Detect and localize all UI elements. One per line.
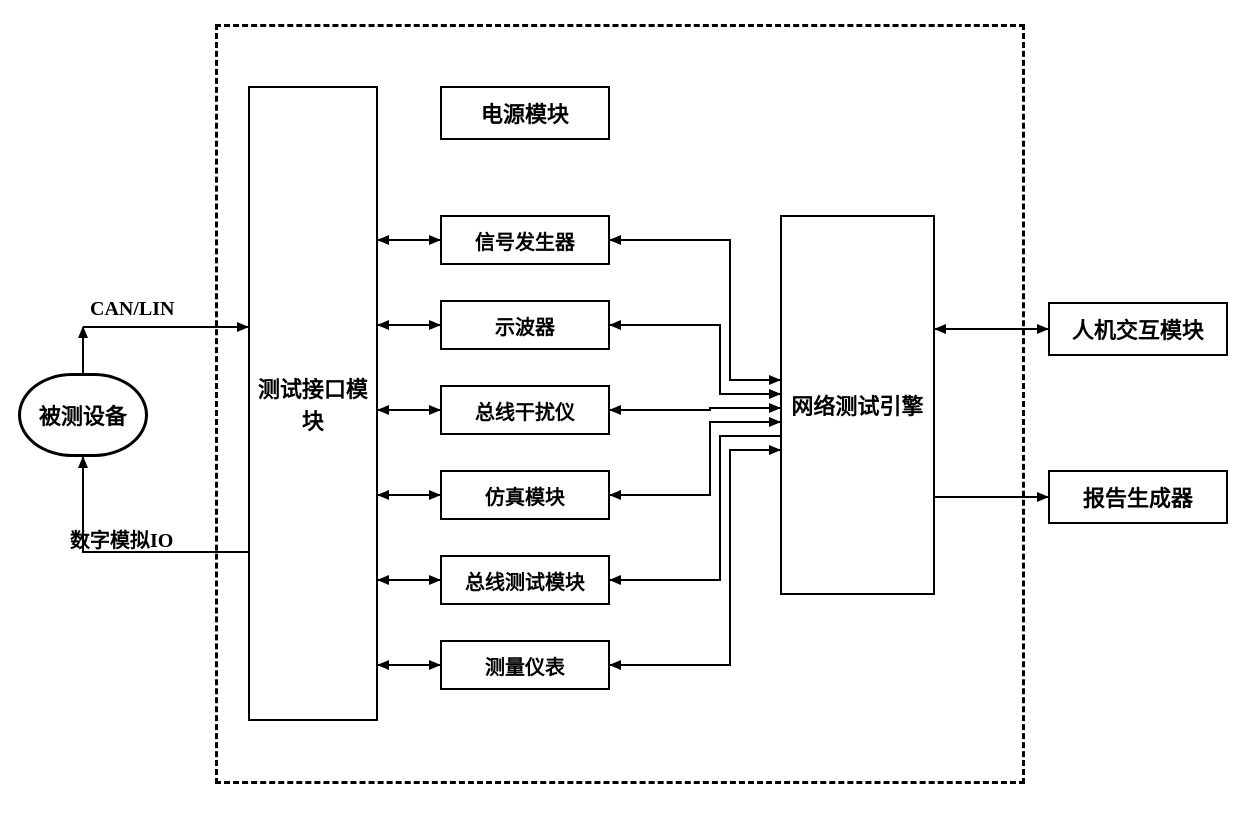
node-engine-label: 网络测试引擎 [791,389,923,421]
node-bus-interf-label: 总线干扰仪 [475,396,575,425]
node-meter: 测量仪表 [440,640,610,690]
node-dut-label: 被测设备 [39,399,127,431]
node-power-label: 电源模块 [481,97,569,129]
node-hmi: 人机交互模块 [1048,302,1228,356]
label-canlin-text: CAN/LIN [90,298,174,320]
label-io-text: 数字模拟IO [70,530,173,552]
node-bus-test: 总线测试模块 [440,555,610,605]
node-test-interface: 测试接口模块 [248,86,378,721]
node-hmi-label: 人机交互模块 [1072,313,1204,345]
label-io: 数字模拟IO [70,524,173,553]
node-sim-module: 仿真模块 [440,470,610,520]
node-report: 报告生成器 [1048,470,1228,524]
node-test-interface-label: 测试接口模块 [250,372,376,436]
node-engine: 网络测试引擎 [780,215,935,595]
node-dut: 被测设备 [18,373,148,457]
node-power: 电源模块 [440,86,610,140]
node-bus-interf: 总线干扰仪 [440,385,610,435]
node-bus-test-label: 总线测试模块 [465,566,585,595]
node-report-label: 报告生成器 [1083,481,1193,513]
node-signal-gen: 信号发生器 [440,215,610,265]
node-meter-label: 测量仪表 [485,651,565,680]
node-oscilloscope: 示波器 [440,300,610,350]
node-sim-module-label: 仿真模块 [485,481,565,510]
node-signal-gen-label: 信号发生器 [475,226,575,255]
label-canlin: CAN/LIN [90,298,174,321]
node-oscilloscope-label: 示波器 [495,311,555,340]
